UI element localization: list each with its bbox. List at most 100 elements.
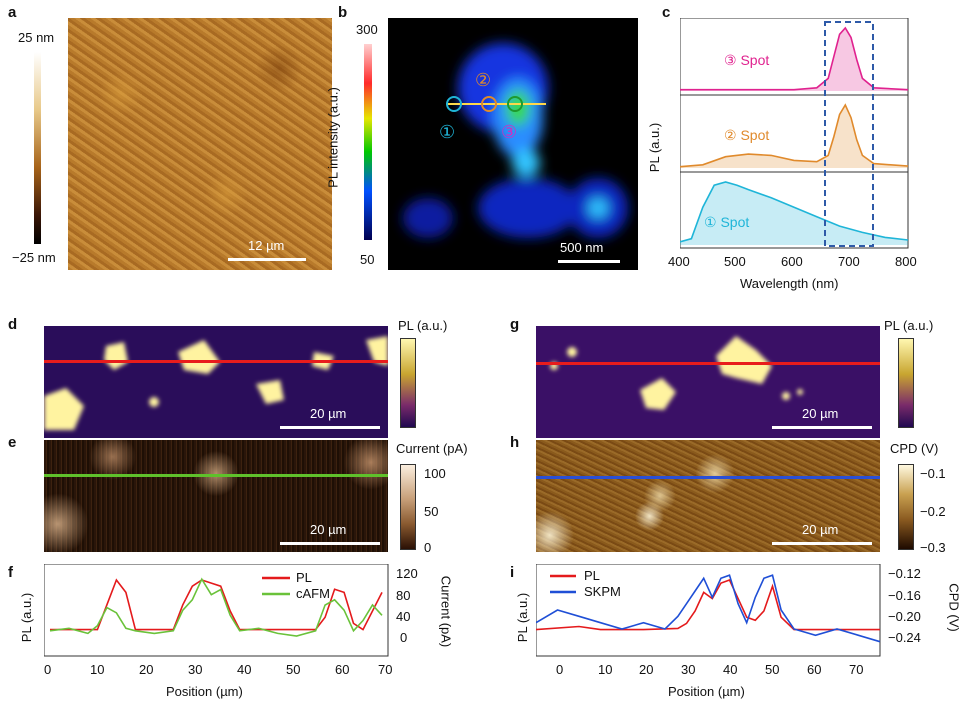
scalebar-a <box>228 258 306 261</box>
pl-colorbar <box>364 44 372 240</box>
chart-f-xtick-70: 70 <box>378 662 393 677</box>
spot-2-label: ② Spot <box>724 127 770 143</box>
chart-i-ytick-012: −0.12 <box>888 566 921 581</box>
line-profile-e <box>44 474 388 477</box>
colorbar-e-title: Current (pA) <box>396 441 468 456</box>
spectrum-line-3 <box>680 181 909 243</box>
chart-f-xtick-0: 0 <box>44 662 52 677</box>
panel-label-a: a <box>8 4 17 21</box>
chart-i-xtick-70: 70 <box>849 662 864 677</box>
cpd-map-h: 20 µm <box>536 440 880 552</box>
spectra-xtick-800: 800 <box>895 254 917 269</box>
chart-i-xtick-10: 10 <box>598 662 613 677</box>
chart-f-xtick-40: 40 <box>237 662 252 677</box>
panel-label-e: e <box>8 434 17 451</box>
colorbar-e-tick-100: 100 <box>424 466 446 481</box>
chart-i-ytick-016: −0.16 <box>888 588 921 603</box>
chart-i-xtick-30: 30 <box>681 662 696 677</box>
chart-f-ytick-0: 0 <box>400 630 408 645</box>
chart-f-ytick-40: 40 <box>396 609 411 624</box>
scalebar-b-label: 500 nm <box>560 240 604 255</box>
chart-f-ytick-80: 80 <box>396 588 411 603</box>
pl-map-g-features <box>550 336 803 410</box>
scalebar-a-label: 12 µm <box>248 238 285 253</box>
colorbar-h-tick-01: −0.1 <box>920 466 946 481</box>
pl-map-d-features <box>44 336 388 430</box>
chart-f-ylabel-right: Current (pA) <box>438 575 454 648</box>
chart-i-xtick-50: 50 <box>765 662 780 677</box>
scalebar-g <box>772 426 872 429</box>
scalebar-b <box>558 260 620 263</box>
spectrum-line-1 <box>680 26 909 91</box>
pl-map-g: 20 µm <box>536 326 880 438</box>
colorbar-g-title: PL (a.u.) <box>884 318 934 333</box>
current-map-e: 20 µm <box>44 440 388 552</box>
scalebar-d <box>280 426 380 429</box>
spot-1-label: ① Spot <box>704 214 750 230</box>
chart-f-ytick-120: 120 <box>396 566 418 581</box>
chart-f-xtick-60: 60 <box>335 662 350 677</box>
colorbar-e <box>400 464 416 550</box>
line-profile-h <box>536 476 880 479</box>
colorbar-d <box>400 338 416 428</box>
chart-i-xtick-20: 20 <box>639 662 654 677</box>
pl-map-markers <box>446 96 546 112</box>
pl-map-d: 20 µm <box>44 326 388 438</box>
spot-3-label: ③ Spot <box>724 52 770 68</box>
scalebar-e-label: 20 µm <box>310 522 347 537</box>
chart-f-xtick-10: 10 <box>90 662 105 677</box>
panel-label-d: d <box>8 316 18 333</box>
chart-f-line-pl <box>50 578 383 631</box>
chart-i <box>536 564 881 657</box>
colorbar-d-title: PL (a.u.) <box>398 318 448 333</box>
line-profile-g <box>536 362 880 365</box>
chart-i-xlabel: Position (µm) <box>668 684 745 699</box>
pl-map-blobs <box>403 43 628 238</box>
spectrum-fill-1 <box>680 28 908 91</box>
pl-colorbar-top: 300 <box>356 22 378 37</box>
pl-intensity-axis-label: PL intensity (a.u.) <box>325 87 341 188</box>
line-profile-d <box>44 360 388 363</box>
chart-i-ylabel-left: PL (a.u.) <box>515 592 531 643</box>
spectra-ylabel: PL (a.u.) <box>647 122 663 173</box>
panel-label-f: f <box>8 564 13 581</box>
chart-i-xtick-40: 40 <box>723 662 738 677</box>
chart-f-xlabel: Position (µm) <box>166 684 243 699</box>
chart-f-xtick-30: 30 <box>188 662 203 677</box>
chart-f-legend-pl: PL <box>296 570 312 585</box>
spectra-chart <box>680 18 909 249</box>
scalebar-g-label: 20 µm <box>802 406 839 421</box>
marker-3-label: ③ <box>501 122 518 142</box>
pl-colorbar-bottom: 50 <box>360 252 375 267</box>
chart-i-line-pl <box>536 578 880 631</box>
panel-label-g: g <box>510 316 520 333</box>
spectrum-line-2 <box>680 103 909 168</box>
marker-1-label: ① <box>439 122 456 142</box>
spectra-xtick-500: 500 <box>724 254 746 269</box>
chart-f-xtick-50: 50 <box>286 662 301 677</box>
colorbar-h <box>898 464 914 550</box>
spectra-xlabel: Wavelength (nm) <box>740 276 839 291</box>
marker-2-label: ② <box>475 70 492 90</box>
afm-topography-image: 12 µm <box>68 18 332 270</box>
chart-i-legend-skpm: SKPM <box>584 584 621 599</box>
chart-i-legend-pl: PL <box>584 568 600 583</box>
chart-f <box>44 564 389 657</box>
afm-height-colorbar <box>34 52 41 244</box>
chart-i-xtick-0: 0 <box>556 662 564 677</box>
chart-f-xtick-20: 20 <box>139 662 154 677</box>
pl-intensity-axis-label-box: PL intensity (a.u.) <box>318 40 352 240</box>
chart-f-line-cafm <box>49 577 383 637</box>
chart-i-xtick-60: 60 <box>807 662 822 677</box>
spectra-xtick-600: 600 <box>781 254 803 269</box>
spectra-xtick-400: 400 <box>668 254 690 269</box>
chart-f-ylabel-left: PL (a.u.) <box>19 592 35 643</box>
chart-i-line-skpm <box>536 574 881 643</box>
scalebar-d-label: 20 µm <box>310 406 347 421</box>
colorbar-g <box>898 338 914 428</box>
colorbar-h-title: CPD (V) <box>890 441 939 456</box>
chart-i-ylabel-right: CPD (V) <box>946 583 962 632</box>
afm-scale-bottom: −25 nm <box>12 250 56 265</box>
panel-label-h: h <box>510 434 520 451</box>
afm-scale-top: 25 nm <box>18 30 55 45</box>
